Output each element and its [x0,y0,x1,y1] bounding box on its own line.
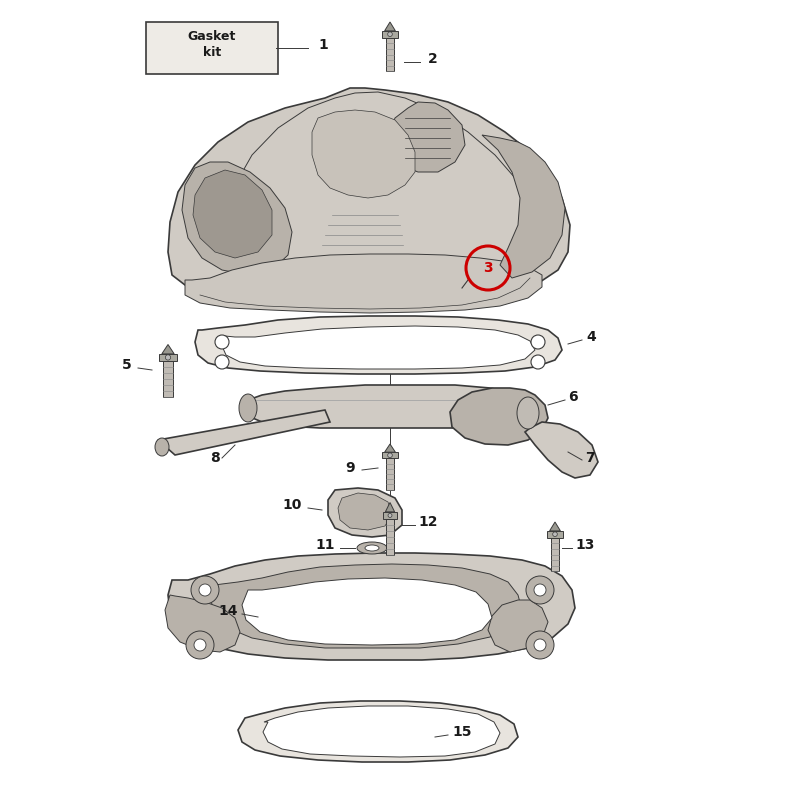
Text: 15: 15 [452,725,471,739]
Polygon shape [328,488,402,537]
Polygon shape [338,493,392,530]
Polygon shape [312,110,415,198]
Polygon shape [210,564,522,648]
Circle shape [534,584,546,596]
Circle shape [215,335,229,349]
Polygon shape [228,92,535,292]
Polygon shape [450,388,548,445]
Ellipse shape [357,542,387,554]
Polygon shape [488,600,548,652]
Circle shape [531,335,545,349]
Circle shape [191,576,219,604]
Text: 10: 10 [282,498,302,512]
Polygon shape [388,102,465,172]
Text: 12: 12 [418,515,438,529]
Polygon shape [385,22,395,31]
Text: 9: 9 [346,461,355,475]
Polygon shape [238,701,518,762]
Polygon shape [385,444,395,452]
Polygon shape [386,458,394,490]
Polygon shape [158,410,330,455]
Text: 5: 5 [122,358,132,372]
Polygon shape [382,452,398,458]
Ellipse shape [239,394,257,422]
Circle shape [199,584,211,596]
Polygon shape [550,538,559,571]
Polygon shape [185,254,542,313]
Circle shape [388,32,392,37]
Text: 7: 7 [585,451,594,465]
Circle shape [526,631,554,659]
Circle shape [388,453,392,458]
Circle shape [526,576,554,604]
Ellipse shape [155,438,169,456]
Polygon shape [482,135,565,278]
Polygon shape [263,706,500,757]
Text: 13: 13 [575,538,594,552]
Text: 1: 1 [318,38,328,52]
Circle shape [534,639,546,651]
Circle shape [166,354,170,360]
Text: 4: 4 [586,330,596,344]
Polygon shape [547,531,562,538]
Text: 2: 2 [428,52,438,66]
Circle shape [531,355,545,369]
Circle shape [388,514,392,518]
Polygon shape [195,316,562,374]
Text: 3: 3 [483,261,493,275]
Polygon shape [163,361,173,397]
Polygon shape [383,512,397,519]
Polygon shape [386,519,394,554]
Text: 11: 11 [315,538,335,552]
Polygon shape [159,354,177,361]
Polygon shape [525,422,598,478]
Text: 6: 6 [568,390,578,404]
Polygon shape [382,31,398,38]
Polygon shape [386,502,394,512]
Ellipse shape [365,545,379,551]
Text: 8: 8 [210,451,220,465]
Polygon shape [550,522,560,531]
Ellipse shape [517,397,539,429]
FancyBboxPatch shape [146,22,278,74]
Text: 14: 14 [218,604,238,618]
Circle shape [215,355,229,369]
Polygon shape [245,385,530,428]
Polygon shape [162,345,174,354]
Polygon shape [242,578,492,645]
Polygon shape [193,170,272,258]
Polygon shape [386,38,394,71]
Polygon shape [165,595,240,652]
Polygon shape [182,162,292,275]
Polygon shape [168,88,570,300]
Polygon shape [222,326,535,369]
Text: Gasket
kit: Gasket kit [188,30,236,59]
Circle shape [186,631,214,659]
Polygon shape [168,553,575,660]
Circle shape [553,532,558,537]
Circle shape [194,639,206,651]
